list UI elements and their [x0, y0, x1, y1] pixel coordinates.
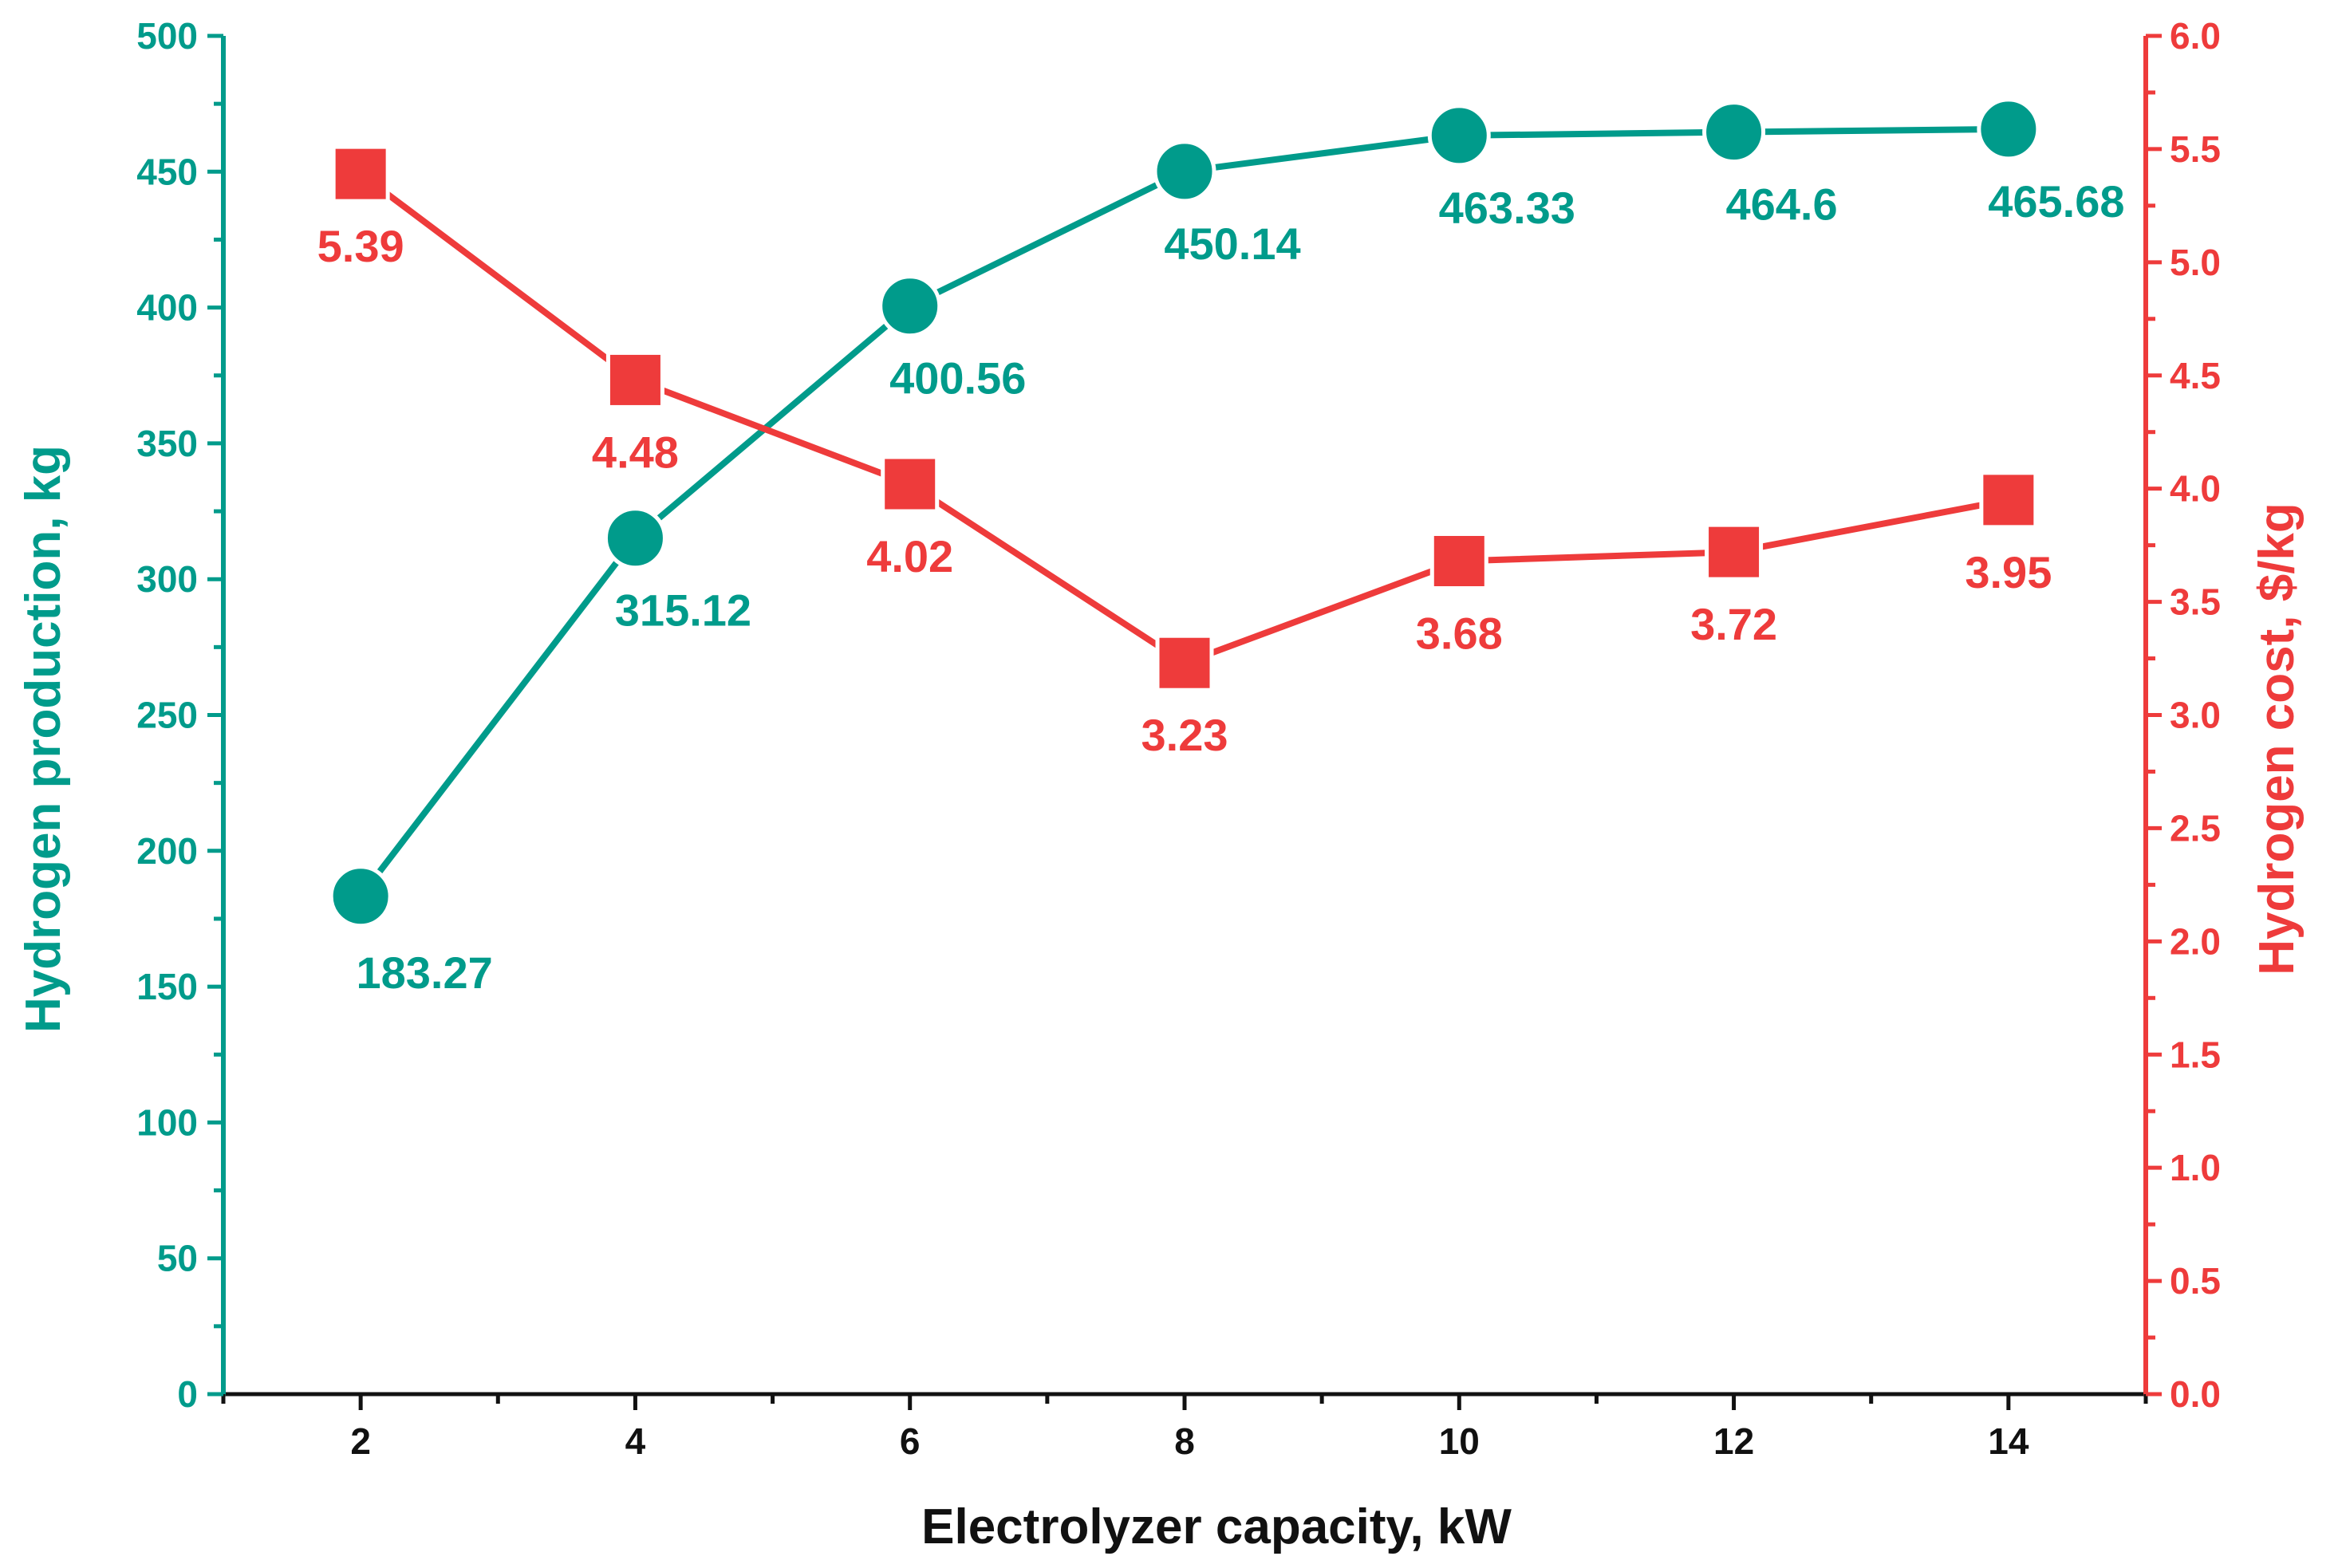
x-tick-label: 4 — [625, 1420, 646, 1462]
production-data-label: 450.14 — [1164, 219, 1300, 269]
left-y-tick-label: 200 — [136, 830, 198, 872]
production-data-label: 400.56 — [889, 353, 1026, 404]
right-y-tick-label: 2.0 — [2170, 920, 2221, 962]
production-data-label: 464.6 — [1726, 179, 1838, 230]
right-y-tick-label: 0.5 — [2170, 1260, 2221, 1302]
cost-data-label: 4.48 — [592, 427, 679, 477]
right-y-tick-label: 5.0 — [2170, 242, 2221, 283]
cost-point — [1155, 633, 1214, 692]
right-y-tick-label: 1.5 — [2170, 1034, 2221, 1075]
right-y-tick-label: 5.5 — [2170, 128, 2221, 170]
production-point — [329, 865, 392, 928]
production-point — [878, 274, 942, 338]
cost-point — [881, 455, 940, 514]
right-y-tick-label: 1.0 — [2170, 1147, 2221, 1188]
left-y-tick-label: 400 — [136, 287, 198, 329]
production-data-label: 465.68 — [1988, 176, 2124, 227]
left-y-tick-label: 500 — [136, 15, 198, 57]
series-group — [329, 97, 2040, 928]
x-tick-label: 14 — [1988, 1420, 2029, 1462]
production-point — [1977, 97, 2040, 161]
x-tick-label: 12 — [1713, 1420, 1754, 1462]
cost-data-label: 3.23 — [1141, 710, 1228, 760]
right-y-tick-label: 3.5 — [2170, 581, 2221, 623]
x-axis-title: Electrolyzer capacity, kW — [921, 1499, 1512, 1554]
cost-point — [331, 144, 390, 203]
cost-point — [1979, 471, 2038, 530]
cost-data-label: 3.68 — [1416, 608, 1503, 658]
right-y-tick-label: 6.0 — [2170, 15, 2221, 57]
axes-group: 2 4 6 8 10 12 14 0 50 100 150 200 250 300 350 400 450 500… — [136, 15, 2221, 1462]
right-y-tick-label: 4.0 — [2170, 468, 2221, 510]
cost-data-label: 3.95 — [1965, 547, 2052, 597]
cost-data-label: 5.39 — [317, 221, 404, 271]
cost-point — [605, 350, 664, 409]
left-y-tick-label: 0 — [177, 1373, 198, 1415]
left-y-tick-label: 350 — [136, 423, 198, 464]
left-y-tick-label: 450 — [136, 151, 198, 192]
x-tick-label: 2 — [350, 1420, 371, 1462]
right-y-tick-label: 4.5 — [2170, 355, 2221, 396]
left-y-tick-label: 250 — [136, 695, 198, 736]
left-y-tick-label: 50 — [157, 1238, 198, 1279]
x-tick-label: 6 — [900, 1420, 921, 1462]
left-y-tick-label: 300 — [136, 558, 198, 600]
production-data-label: 183.27 — [357, 947, 493, 998]
cost-point — [1705, 522, 1764, 581]
production-data-label: 315.12 — [615, 585, 751, 636]
production-point — [1427, 104, 1491, 167]
cost-data-label: 3.72 — [1690, 599, 1777, 649]
production-point — [603, 506, 667, 570]
right-y-tick-label: 3.0 — [2170, 695, 2221, 736]
x-tick-label: 10 — [1439, 1420, 1480, 1462]
data-label-group: 183.27 315.12 400.56 450.14 463.33 464.6 465.6… — [317, 176, 2125, 998]
left-y-tick-label: 100 — [136, 1101, 198, 1143]
x-tick-label: 8 — [1174, 1420, 1195, 1462]
right-y-tick-label: 0.0 — [2170, 1373, 2221, 1415]
production-point — [1153, 140, 1216, 203]
right-y-tick-label: 2.5 — [2170, 807, 2221, 849]
right-y-axis-title: Hydrogen cost, $/kg — [2249, 502, 2305, 975]
cost-point — [1429, 531, 1488, 590]
left-y-axis-title: Hydrogen production, kg — [16, 445, 71, 1033]
production-point — [1702, 100, 1766, 164]
left-y-tick-label: 150 — [136, 966, 198, 1007]
cost-data-label: 4.02 — [866, 531, 953, 581]
production-data-label: 463.33 — [1439, 183, 1575, 233]
